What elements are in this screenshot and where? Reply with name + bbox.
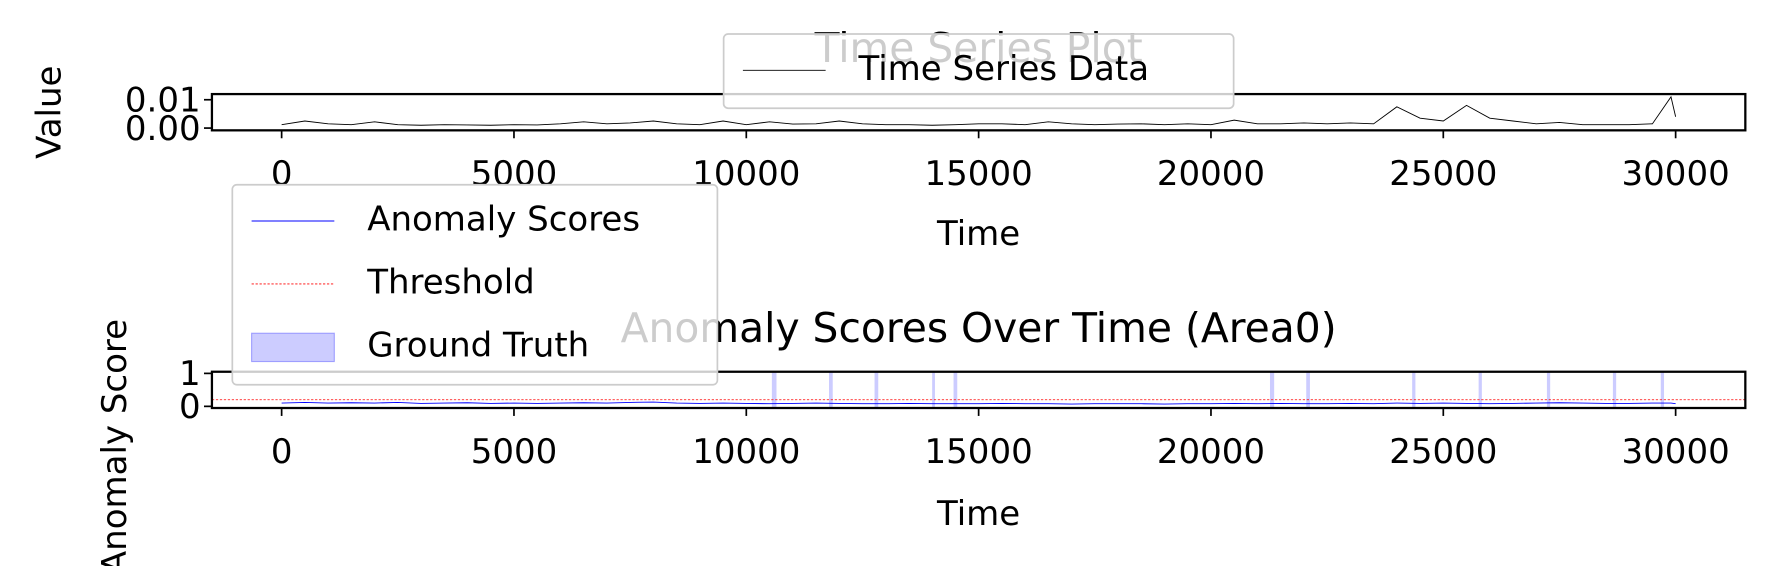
x-tick-label: 20000 (1157, 154, 1265, 194)
legend-swatch (251, 332, 335, 363)
ground-truth-span (1660, 371, 1665, 409)
legend-label: Ground Truth (367, 325, 589, 365)
legend-box (231, 183, 719, 386)
x-axis-label: Time (936, 214, 1020, 254)
ground-truth-span (771, 371, 777, 409)
ground-truth-span (874, 371, 879, 409)
ground-truth-span (1478, 371, 1482, 409)
y-axis-label: Value (30, 66, 70, 159)
y-axis-label: Anomaly Score (95, 319, 135, 566)
chart-title: Anomaly Scores Over Time (Area0) (621, 304, 1337, 352)
x-tick-label: 25000 (1389, 154, 1497, 194)
ground-truth-span (1269, 371, 1275, 409)
legend-label: Anomaly Scores (367, 200, 640, 240)
legend-label: Time Series Data (858, 49, 1150, 89)
data-line (281, 401, 1676, 405)
ground-truth-span (1412, 371, 1416, 409)
x-tick-label: 15000 (925, 432, 1033, 472)
y-tick-label: 0 (179, 387, 201, 427)
x-tick-label: 0 (271, 432, 293, 472)
ground-truth-span (829, 371, 833, 409)
x-tick-label: 10000 (692, 432, 800, 472)
x-axis-label: Time (936, 494, 1020, 534)
legend-label: Threshold (366, 262, 535, 302)
x-tick-label: 25000 (1389, 432, 1497, 472)
ground-truth-span (1612, 371, 1617, 409)
x-tick-label: 30000 (1622, 432, 1730, 472)
data-line (281, 95, 1677, 126)
y-tick-label: 0.00 (125, 109, 201, 149)
x-tick-label: 15000 (925, 154, 1033, 194)
x-tick-label: 20000 (1157, 432, 1265, 472)
y-tick-label: 1 (179, 354, 201, 394)
x-tick-label: 30000 (1622, 154, 1730, 194)
ground-truth-span (953, 371, 958, 409)
x-tick-label: 5000 (471, 432, 558, 472)
ground-truth-span (932, 371, 935, 409)
ground-truth-span (1546, 371, 1551, 409)
legend-box (722, 33, 1235, 110)
legend: Time Series Data (722, 33, 1235, 110)
legend: Anomaly Scores Threshold Ground Truth (231, 183, 719, 386)
ground-truth-span (1306, 371, 1310, 409)
y-tick-label: 0.01 (125, 81, 201, 121)
